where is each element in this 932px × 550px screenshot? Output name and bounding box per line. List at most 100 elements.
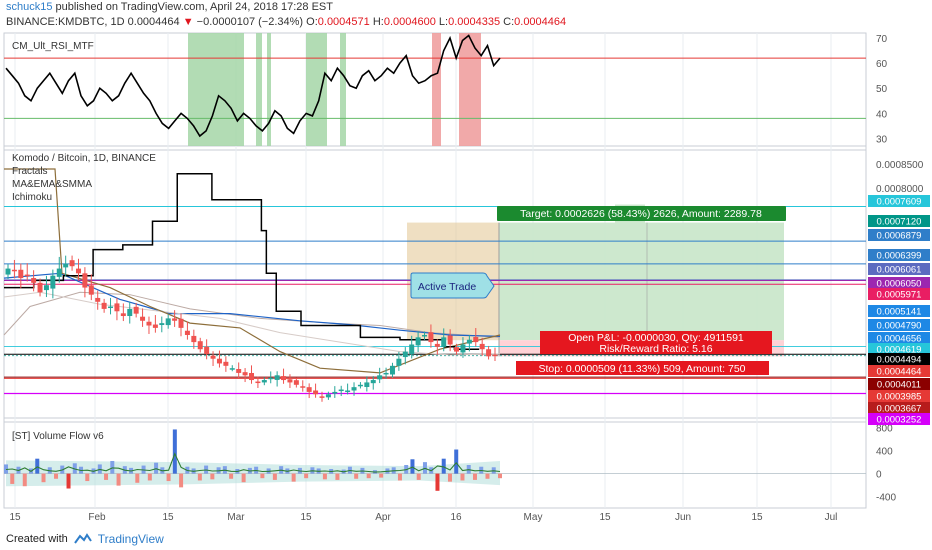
volume-bar [54, 473, 59, 479]
volume-bar [322, 473, 327, 480]
high-value: 0.0004600 [383, 16, 436, 28]
symbol-name: BINANCE:KMDBTC, 1D [6, 16, 125, 28]
price-label-text: 0.0003985 [877, 392, 922, 403]
candle-body [159, 323, 165, 326]
price-tick-label: 0.0008500 [876, 160, 924, 171]
open-value: 0.0004571 [317, 16, 370, 28]
price-label-text: 0.0003252 [877, 415, 922, 426]
price-label-box [868, 195, 930, 207]
volume-bar [366, 473, 371, 479]
candle-body [466, 339, 472, 344]
price-label-text: 0.0007609 [877, 197, 922, 208]
symbol-line: BINANCE:KMDBTC, 1D 0.0004464 ▼ −0.000010… [6, 16, 566, 28]
candle-body [43, 285, 49, 291]
volume-bar [147, 473, 152, 481]
volume-bar [210, 473, 215, 480]
footer: Created with TradingView [6, 532, 164, 546]
candle-body [191, 335, 197, 343]
main-title[interactable]: Komodo / Bitcoin, 1D, BINANCE [12, 153, 156, 164]
candle-body [396, 358, 402, 366]
volume-bar [41, 473, 46, 483]
price-change: −0.0000107 (−2.34%) [196, 16, 304, 28]
candle-body [82, 273, 88, 288]
legend-ma-ema-smma[interactable]: MA&EMA&SMMA [12, 179, 93, 190]
author-link[interactable]: schuck15 [6, 1, 53, 13]
volume-tick-label: 400 [876, 447, 893, 458]
volume-bar [291, 473, 296, 482]
price-label-text: 0.0006879 [877, 231, 922, 242]
candle-body [364, 382, 370, 387]
price-label-text: 0.0004619 [877, 345, 922, 356]
candle-body [287, 379, 293, 383]
rsi-signal-band [340, 33, 346, 146]
rsi-title[interactable]: CM_Ult_RSI_MTF [12, 41, 94, 52]
rsi-tick-label: 50 [876, 84, 888, 95]
volume-bar [166, 473, 171, 482]
candle-body [152, 324, 158, 328]
price-label-box [868, 402, 930, 414]
candle-body [210, 355, 216, 359]
rsi-signal-band [267, 33, 271, 146]
price-label-box [868, 390, 930, 402]
time-axis-label: 15 [300, 512, 312, 523]
price-label-box [868, 332, 930, 344]
candle-body [172, 318, 178, 321]
volume-title[interactable]: [ST] Volume Flow v6 [12, 431, 104, 442]
volume-tick-label: -400 [876, 493, 896, 504]
price-label-box [868, 305, 930, 317]
candle-body [383, 372, 389, 375]
candle-body [204, 346, 210, 354]
price-label-text: 0.0004011 [877, 380, 921, 391]
legend-fractals[interactable]: Fractals [12, 166, 48, 177]
volume-tick-label: 0 [876, 470, 882, 481]
target-zone [499, 222, 784, 341]
volume-bar [441, 458, 446, 474]
volume-bar [416, 473, 421, 480]
volume-bar [135, 473, 140, 483]
candle-body [114, 303, 120, 312]
close-value: 0.0004464 [514, 16, 567, 28]
candle-body [95, 297, 101, 302]
volume-pane: 800 400 0 -400 [4, 424, 896, 504]
volume-bar [241, 473, 246, 483]
candle-body [306, 387, 312, 392]
candle-body [108, 306, 114, 309]
tradingview-logo-icon [73, 533, 92, 544]
price-scale-labels: 0.0007609 0.0007120 0.0006879 0.0006399 0.00… [868, 195, 930, 426]
candle-body [5, 268, 11, 275]
candle-body [473, 337, 479, 343]
price-label-text: 0.0005141 [877, 307, 922, 318]
time-axis-label: 15 [751, 512, 763, 523]
legend-ichimoku[interactable]: Ichimoku [12, 192, 53, 203]
price-label-box [868, 277, 930, 289]
rsi-tick-label: 40 [876, 109, 888, 120]
stop-label-box [516, 361, 769, 375]
volume-average-line [5, 452, 501, 473]
volume-bar [66, 473, 71, 489]
volume-bar [498, 473, 502, 479]
candle-body [37, 282, 43, 293]
volume-bar [35, 458, 40, 474]
candle-body [460, 344, 466, 353]
volume-bar [260, 473, 265, 479]
candle-body [242, 372, 248, 376]
tradingview-brand-link[interactable]: TradingView [97, 532, 164, 546]
rsi-line [5, 34, 501, 138]
time-axis-label: Feb [88, 512, 106, 523]
price-label-text: 0.0006399 [877, 251, 922, 262]
candle-body [409, 344, 415, 355]
candle-body [11, 269, 17, 272]
price-label-text: 0.0007120 [877, 217, 922, 228]
price-label-text: 0.0006061 [877, 265, 922, 276]
rsi-signal-band [432, 33, 441, 146]
volume-bar [172, 429, 177, 474]
price-label-text: 0.0005971 [877, 290, 922, 301]
volume-bar [179, 473, 184, 488]
rsi-signal-band [459, 33, 481, 146]
candle-body [216, 358, 222, 364]
volume-bar [460, 473, 465, 481]
candle-body [402, 351, 408, 358]
candle-body [120, 313, 126, 317]
candle-body [56, 268, 62, 277]
